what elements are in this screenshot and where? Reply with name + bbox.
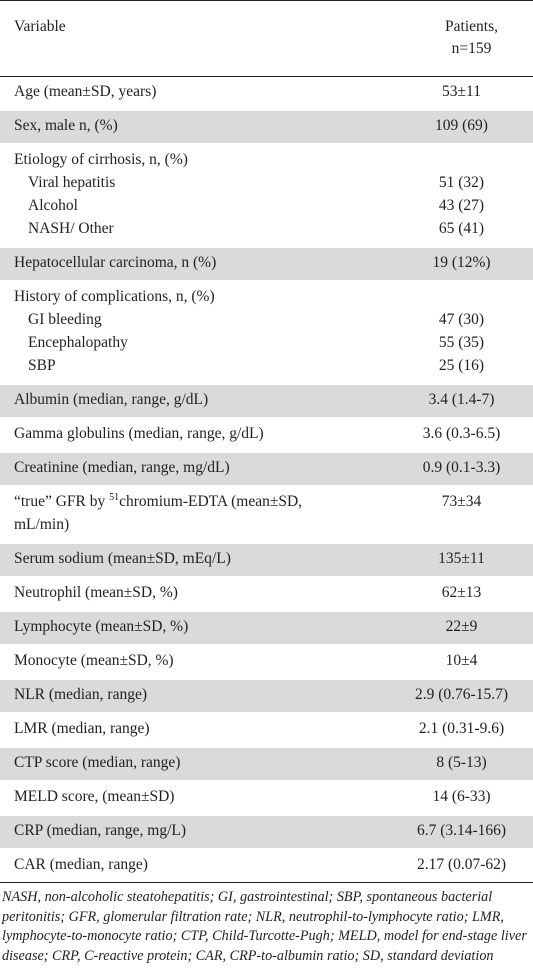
sub-row-label: SBP xyxy=(28,357,56,374)
row-label: Monocyte (mean±SD, %) xyxy=(14,652,174,669)
row-label-group: History of complications, n, (%) GI blee… xyxy=(0,281,390,384)
row-label: Age (mean±SD, years) xyxy=(14,83,157,100)
table-row-meld: MELD score, (mean±SD) 14 (6-33) xyxy=(0,781,533,815)
row-value: 19 (12%) xyxy=(432,254,491,271)
row-value: 2.1 (0.31-9.6) xyxy=(418,720,505,737)
sub-row-label: Alcohol xyxy=(28,197,78,214)
sub-row-value: 47 (30) xyxy=(438,311,485,328)
row-value: 14 (6-33) xyxy=(432,788,491,805)
sub-row-label: Viral hepatitis xyxy=(28,174,116,191)
row-label: Gamma globulins (median, range, g/dL) xyxy=(14,425,264,442)
row-label: CTP score (median, range) xyxy=(14,754,181,771)
row-label: History of complications, n, (%) xyxy=(14,288,215,305)
row-value: 53±11 xyxy=(442,83,481,100)
row-label: “true” GFR by 51chromium-EDTA (mean±SD, xyxy=(14,491,303,510)
header-variable: Variable xyxy=(14,18,66,35)
row-label: Hepatocellular carcinoma, n (%) xyxy=(14,254,217,271)
row-value: 73±34 xyxy=(441,493,482,510)
table-row-serum-sodium: Serum sodium (mean±SD, mEq/L) 135±11 xyxy=(0,543,533,577)
table-row-monocyte: Monocyte (mean±SD, %) 10±4 xyxy=(0,645,533,679)
row-label: Neutrophil (mean±SD, %) xyxy=(14,584,178,601)
row-value-group: 47 (30) 55 (35) 25 (16) xyxy=(390,281,533,384)
patient-characteristics-table: Variable Patients, n=159 Age (mean±SD, y… xyxy=(0,0,533,883)
row-label: LMR (median, range) xyxy=(14,720,150,737)
table-row-albumin: Albumin (median, range, g/dL) 3.4 (1.4-7… xyxy=(0,384,533,418)
row-value: 8 (5-13) xyxy=(436,754,487,771)
table-row-ctp: CTP score (median, range) 8 (5-13) xyxy=(0,747,533,781)
header-patients: Patients, n=159 xyxy=(390,1,533,77)
table-row-gamma-globulins: Gamma globulins (median, range, g/dL) 3.… xyxy=(0,418,533,452)
row-label-group: “true” GFR by 51chromium-EDTA (mean±SD, … xyxy=(0,486,390,543)
row-value: 2.17 (0.07-62) xyxy=(416,856,507,873)
sub-row-label: NASH/ Other xyxy=(28,220,114,237)
row-label: Lymphocyte (mean±SD, %) xyxy=(14,618,189,635)
table-row-creatinine: Creatinine (median, range, mg/dL) 0.9 (0… xyxy=(0,452,533,486)
table-row-car: CAR (median, range) 2.17 (0.07-62) xyxy=(0,849,533,883)
table-header-row: Variable Patients, n=159 xyxy=(0,0,533,77)
header-patients-line2: n=159 xyxy=(451,40,492,57)
sub-row-value: 43 (27) xyxy=(438,197,485,214)
row-value: 62±13 xyxy=(441,584,482,601)
sub-row-label: Encephalopathy xyxy=(28,334,128,351)
table-row-gfr: “true” GFR by 51chromium-EDTA (mean±SD, … xyxy=(0,486,533,543)
row-value: 10±4 xyxy=(445,652,478,669)
row-value: 3.6 (0.3-6.5) xyxy=(422,425,501,442)
row-value: 0.9 (0.1-3.3) xyxy=(422,459,501,476)
table-footnote: NASH, non-alcoholic steatohepatitis; GI,… xyxy=(2,889,527,964)
table-row-age: Age (mean±SD, years) 53±11 xyxy=(0,77,533,110)
row-label-group: Etiology of cirrhosis, n, (%) Viral hepa… xyxy=(0,144,390,247)
sub-row-value: 25 (16) xyxy=(438,357,485,374)
row-label: Sex, male n, (%) xyxy=(14,117,118,134)
row-value: 135±11 xyxy=(438,550,485,567)
table-row-sex: Sex, male n, (%) 109 (69) xyxy=(0,110,533,144)
table-row-lymphocyte: Lymphocyte (mean±SD, %) 22±9 xyxy=(0,611,533,645)
sub-row-value: 51 (32) xyxy=(438,174,485,191)
table-row-crp: CRP (median, range, mg/L) 6.7 (3.14-166) xyxy=(0,815,533,849)
row-value: 22±9 xyxy=(445,618,478,635)
table-row-neutrophil: Neutrophil (mean±SD, %) 62±13 xyxy=(0,577,533,611)
row-label: MELD score, (mean±SD) xyxy=(14,788,175,805)
header-patients-line1: Patients, xyxy=(445,18,498,35)
table-row-hcc: Hepatocellular carcinoma, n (%) 19 (12%) xyxy=(0,247,533,281)
row-value: 6.7 (3.14-166) xyxy=(416,822,507,839)
row-value: 2.9 (0.76-15.7) xyxy=(415,686,508,703)
row-label: Etiology of cirrhosis, n, (%) xyxy=(14,151,188,168)
row-value-group: 51 (32) 43 (27) 65 (41) xyxy=(390,144,533,247)
table-row-lmr: LMR (median, range) 2.1 (0.31-9.6) xyxy=(0,713,533,747)
superscript-isotope: 51 xyxy=(109,491,120,503)
sub-row-label: GI bleeding xyxy=(28,311,102,328)
table-row-etiology: Etiology of cirrhosis, n, (%) Viral hepa… xyxy=(0,144,533,247)
row-label: NLR (median, range) xyxy=(14,686,147,703)
row-label: CAR (median, range) xyxy=(14,856,148,873)
row-label: Albumin (median, range, g/dL) xyxy=(14,391,209,408)
table-row-complications: History of complications, n, (%) GI blee… xyxy=(0,281,533,384)
row-label: CRP (median, range, mg/L) xyxy=(14,822,187,839)
table-row-nlr: NLR (median, range) 2.9 (0.76-15.7) xyxy=(0,679,533,713)
row-value: 109 (69) xyxy=(435,117,488,134)
row-label-continued: mL/min) xyxy=(14,516,70,533)
row-value: 3.4 (1.4-7) xyxy=(428,391,495,408)
row-label: Creatinine (median, range, mg/dL) xyxy=(14,459,230,476)
sub-row-value: 65 (41) xyxy=(438,220,485,237)
row-label: Serum sodium (mean±SD, mEq/L) xyxy=(14,550,231,567)
sub-row-value: 55 (35) xyxy=(438,334,485,351)
